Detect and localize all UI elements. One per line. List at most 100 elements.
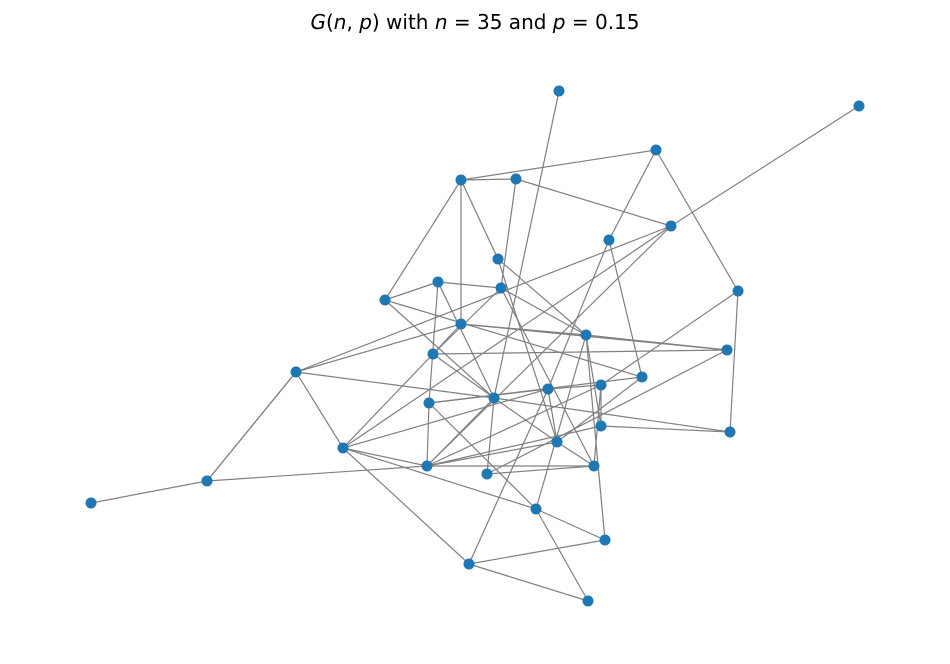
graph-edge [535, 334, 587, 510]
graph-edge [515, 178, 672, 227]
graph-node [732, 285, 744, 297]
graph-node [463, 558, 475, 570]
graph-edge [600, 290, 739, 386]
graph-edge [556, 376, 643, 443]
graph-title: G(n, p) with n = 35 and p = 0.15 [0, 6, 950, 38]
graph-node [599, 534, 611, 546]
graph-edge [535, 508, 606, 541]
graph-edge [460, 179, 499, 260]
graph-edge [437, 281, 502, 289]
graph-node [455, 318, 467, 330]
graph-edge [493, 90, 560, 399]
graph-edge [384, 299, 643, 378]
edges-layer [90, 90, 860, 602]
title-var-p2: p [552, 10, 566, 34]
graph-edge [493, 397, 731, 433]
title-prefix: G( [310, 10, 334, 34]
title-var-p: p [359, 10, 372, 34]
graph-edge [547, 239, 610, 390]
graph-edge [295, 371, 344, 449]
graph-node [603, 234, 615, 246]
graph-node [530, 503, 542, 515]
graph-edge [655, 149, 739, 292]
graph-edge [585, 334, 606, 541]
graph-edge [556, 441, 595, 467]
title-comma: , [346, 10, 360, 34]
graph-edge [432, 323, 462, 355]
graph-edge [547, 388, 558, 443]
graph-edge [342, 447, 428, 467]
graph-edge [600, 425, 731, 433]
graph-edge [497, 258, 587, 336]
graph-edge [432, 287, 502, 355]
graph-edge [426, 402, 430, 467]
graph-node [427, 348, 439, 360]
graph-edge [428, 388, 549, 404]
graph-edge [426, 425, 602, 467]
graph-edge [670, 105, 860, 227]
graph-node [488, 392, 500, 404]
graph-edge [500, 287, 587, 336]
graph-edge [535, 508, 589, 602]
graph-edge [608, 239, 643, 378]
graph-node [542, 383, 554, 395]
graph-edge [547, 384, 602, 390]
graph-node [481, 468, 493, 480]
graph-edge [468, 388, 549, 565]
graph-node [721, 344, 733, 356]
graph-edge [342, 447, 537, 510]
title-var-n2: n [434, 10, 448, 34]
nodes-layer [85, 85, 865, 607]
graph-node [379, 294, 391, 306]
graph-node [510, 173, 522, 185]
graph-node [337, 442, 349, 454]
graph-edge [384, 281, 439, 301]
title-var-n: n [333, 10, 347, 34]
title-eq1: = 35 and [447, 10, 553, 34]
graph-edge [295, 371, 495, 399]
graph-edge [500, 287, 595, 467]
graph-node [432, 276, 444, 288]
graph-node [650, 144, 662, 156]
graph-edge [426, 441, 558, 467]
graph-edge [437, 281, 495, 399]
graph-node [588, 460, 600, 472]
graph-node [495, 282, 507, 294]
graph-node [423, 397, 435, 409]
graph-node [85, 497, 97, 509]
title-eq2: = 0.15 [565, 10, 640, 34]
graph-node [201, 475, 213, 487]
graph-edge [500, 178, 517, 289]
graph-node [421, 460, 433, 472]
graph-node [553, 85, 565, 97]
graph-edge [428, 281, 439, 404]
graph-node [595, 420, 607, 432]
graph-node [290, 366, 302, 378]
graph-node [580, 329, 592, 341]
graph-edge [342, 353, 434, 449]
graph-edge [295, 323, 462, 373]
graph-edge [384, 179, 462, 301]
graph-edge [608, 149, 657, 241]
graph-edge [497, 258, 558, 443]
graph-edge [585, 334, 728, 351]
graph-edge [468, 539, 606, 565]
graph-node [665, 220, 677, 232]
graph-edge [486, 465, 595, 475]
graph-node [551, 436, 563, 448]
graph-node [582, 595, 594, 607]
graph-node [724, 426, 736, 438]
graph-edge [206, 371, 297, 482]
graph-node [492, 253, 504, 265]
graph-edge [729, 290, 739, 433]
graph-node [595, 379, 607, 391]
graph-edge [460, 178, 517, 181]
graph-edge [342, 447, 470, 565]
graph-edge [384, 299, 495, 399]
graph-node [636, 371, 648, 383]
graph-edge [432, 353, 495, 399]
graph-edge [90, 480, 208, 504]
graph-edge [342, 388, 549, 449]
graph-edge [468, 563, 589, 602]
